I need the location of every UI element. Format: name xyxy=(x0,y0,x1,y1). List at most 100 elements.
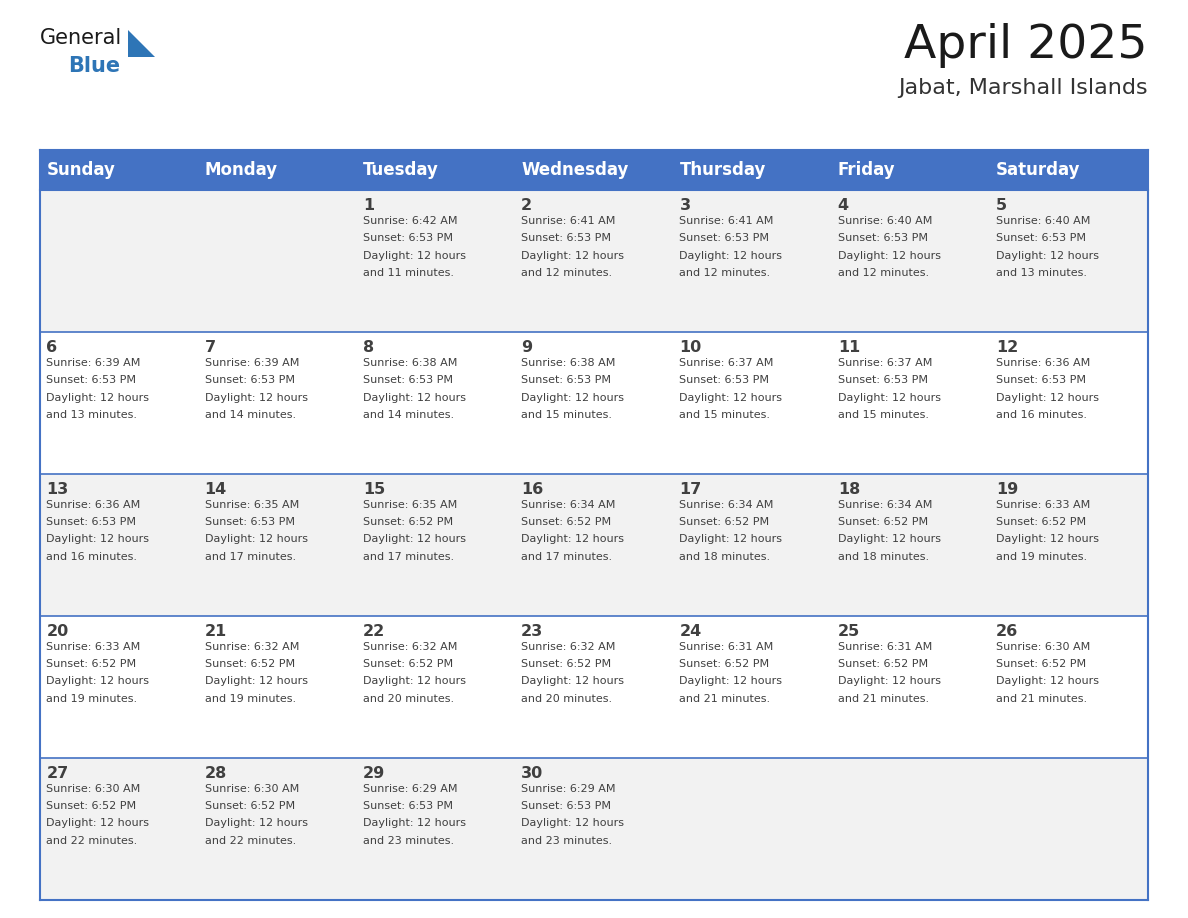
Text: and 14 minutes.: and 14 minutes. xyxy=(204,410,296,420)
FancyBboxPatch shape xyxy=(40,150,1148,190)
Text: Sunset: 6:53 PM: Sunset: 6:53 PM xyxy=(522,801,611,811)
Text: 28: 28 xyxy=(204,766,227,781)
FancyBboxPatch shape xyxy=(40,190,1148,332)
Text: Sunset: 6:52 PM: Sunset: 6:52 PM xyxy=(838,517,928,527)
Text: 12: 12 xyxy=(996,340,1018,355)
Text: and 22 minutes.: and 22 minutes. xyxy=(204,836,296,846)
Text: and 23 minutes.: and 23 minutes. xyxy=(522,836,612,846)
Text: and 12 minutes.: and 12 minutes. xyxy=(838,268,929,278)
Text: Daylight: 12 hours: Daylight: 12 hours xyxy=(362,819,466,829)
Text: Daylight: 12 hours: Daylight: 12 hours xyxy=(838,251,941,261)
Text: Sunrise: 6:38 AM: Sunrise: 6:38 AM xyxy=(522,357,615,367)
Text: 25: 25 xyxy=(838,624,860,639)
Text: 22: 22 xyxy=(362,624,385,639)
Text: Blue: Blue xyxy=(68,56,120,76)
Text: Sunrise: 6:34 AM: Sunrise: 6:34 AM xyxy=(838,499,933,509)
Text: Sunrise: 6:31 AM: Sunrise: 6:31 AM xyxy=(680,642,773,652)
Text: Sunset: 6:52 PM: Sunset: 6:52 PM xyxy=(362,517,453,527)
FancyBboxPatch shape xyxy=(40,758,1148,900)
Text: Daylight: 12 hours: Daylight: 12 hours xyxy=(46,534,150,544)
Text: Sunday: Sunday xyxy=(46,161,115,179)
Text: Daylight: 12 hours: Daylight: 12 hours xyxy=(522,251,624,261)
Text: and 15 minutes.: and 15 minutes. xyxy=(522,410,612,420)
Text: 3: 3 xyxy=(680,198,690,213)
Text: and 12 minutes.: and 12 minutes. xyxy=(522,268,612,278)
Text: Daylight: 12 hours: Daylight: 12 hours xyxy=(46,819,150,829)
Text: Daylight: 12 hours: Daylight: 12 hours xyxy=(522,393,624,402)
Text: Sunset: 6:53 PM: Sunset: 6:53 PM xyxy=(680,375,770,385)
Text: 23: 23 xyxy=(522,624,543,639)
Text: Sunrise: 6:30 AM: Sunrise: 6:30 AM xyxy=(46,783,140,793)
Text: Jabat, Marshall Islands: Jabat, Marshall Islands xyxy=(898,78,1148,98)
Text: 5: 5 xyxy=(996,198,1007,213)
Text: Daylight: 12 hours: Daylight: 12 hours xyxy=(996,393,1099,402)
Text: Sunrise: 6:36 AM: Sunrise: 6:36 AM xyxy=(46,499,140,509)
FancyBboxPatch shape xyxy=(40,616,1148,758)
Text: and 13 minutes.: and 13 minutes. xyxy=(996,268,1087,278)
Text: Sunset: 6:52 PM: Sunset: 6:52 PM xyxy=(204,659,295,669)
Text: Sunset: 6:53 PM: Sunset: 6:53 PM xyxy=(680,233,770,243)
Text: 9: 9 xyxy=(522,340,532,355)
Text: 30: 30 xyxy=(522,766,543,781)
Text: Daylight: 12 hours: Daylight: 12 hours xyxy=(46,677,150,687)
Text: 18: 18 xyxy=(838,482,860,497)
Text: Daylight: 12 hours: Daylight: 12 hours xyxy=(996,677,1099,687)
Text: 11: 11 xyxy=(838,340,860,355)
Text: Sunset: 6:52 PM: Sunset: 6:52 PM xyxy=(996,659,1086,669)
Text: Sunrise: 6:34 AM: Sunrise: 6:34 AM xyxy=(522,499,615,509)
Text: Friday: Friday xyxy=(838,161,896,179)
Text: Sunrise: 6:33 AM: Sunrise: 6:33 AM xyxy=(996,499,1091,509)
Text: 10: 10 xyxy=(680,340,702,355)
Text: Sunrise: 6:41 AM: Sunrise: 6:41 AM xyxy=(522,216,615,226)
Text: Sunrise: 6:38 AM: Sunrise: 6:38 AM xyxy=(362,357,457,367)
Text: 15: 15 xyxy=(362,482,385,497)
Text: 4: 4 xyxy=(838,198,849,213)
Text: Sunset: 6:53 PM: Sunset: 6:53 PM xyxy=(838,233,928,243)
Text: and 17 minutes.: and 17 minutes. xyxy=(204,552,296,562)
Text: and 14 minutes.: and 14 minutes. xyxy=(362,410,454,420)
Text: Daylight: 12 hours: Daylight: 12 hours xyxy=(46,393,150,402)
Text: Sunset: 6:53 PM: Sunset: 6:53 PM xyxy=(362,375,453,385)
Text: and 19 minutes.: and 19 minutes. xyxy=(46,694,138,704)
Text: Sunrise: 6:32 AM: Sunrise: 6:32 AM xyxy=(362,642,457,652)
Text: 26: 26 xyxy=(996,624,1018,639)
Text: Sunrise: 6:35 AM: Sunrise: 6:35 AM xyxy=(204,499,299,509)
Text: and 13 minutes.: and 13 minutes. xyxy=(46,410,138,420)
Text: Daylight: 12 hours: Daylight: 12 hours xyxy=(522,819,624,829)
Text: and 21 minutes.: and 21 minutes. xyxy=(680,694,771,704)
Text: Sunset: 6:52 PM: Sunset: 6:52 PM xyxy=(996,517,1086,527)
Text: Daylight: 12 hours: Daylight: 12 hours xyxy=(996,251,1099,261)
Text: Thursday: Thursday xyxy=(680,161,766,179)
Text: Daylight: 12 hours: Daylight: 12 hours xyxy=(204,393,308,402)
Text: 29: 29 xyxy=(362,766,385,781)
Text: Daylight: 12 hours: Daylight: 12 hours xyxy=(680,534,783,544)
Text: Sunset: 6:52 PM: Sunset: 6:52 PM xyxy=(46,659,137,669)
Text: Sunset: 6:52 PM: Sunset: 6:52 PM xyxy=(204,801,295,811)
Text: Daylight: 12 hours: Daylight: 12 hours xyxy=(204,534,308,544)
Text: Sunrise: 6:35 AM: Sunrise: 6:35 AM xyxy=(362,499,457,509)
Text: Sunset: 6:53 PM: Sunset: 6:53 PM xyxy=(362,801,453,811)
Text: Daylight: 12 hours: Daylight: 12 hours xyxy=(362,534,466,544)
Text: Daylight: 12 hours: Daylight: 12 hours xyxy=(522,534,624,544)
Text: Sunrise: 6:42 AM: Sunrise: 6:42 AM xyxy=(362,216,457,226)
Text: 16: 16 xyxy=(522,482,543,497)
Text: Sunset: 6:52 PM: Sunset: 6:52 PM xyxy=(680,517,770,527)
Text: Sunrise: 6:37 AM: Sunrise: 6:37 AM xyxy=(838,357,933,367)
Text: and 22 minutes.: and 22 minutes. xyxy=(46,836,138,846)
Text: 8: 8 xyxy=(362,340,374,355)
Text: and 12 minutes.: and 12 minutes. xyxy=(680,268,771,278)
Text: General: General xyxy=(40,28,122,48)
Text: 6: 6 xyxy=(46,340,57,355)
Text: and 19 minutes.: and 19 minutes. xyxy=(996,552,1087,562)
Text: Sunset: 6:52 PM: Sunset: 6:52 PM xyxy=(46,801,137,811)
Text: Daylight: 12 hours: Daylight: 12 hours xyxy=(838,534,941,544)
Text: Sunrise: 6:30 AM: Sunrise: 6:30 AM xyxy=(996,642,1091,652)
Text: Sunset: 6:53 PM: Sunset: 6:53 PM xyxy=(46,517,137,527)
Text: and 19 minutes.: and 19 minutes. xyxy=(204,694,296,704)
Text: and 17 minutes.: and 17 minutes. xyxy=(362,552,454,562)
Text: Sunrise: 6:32 AM: Sunrise: 6:32 AM xyxy=(204,642,299,652)
Text: Sunrise: 6:31 AM: Sunrise: 6:31 AM xyxy=(838,642,933,652)
Text: and 17 minutes.: and 17 minutes. xyxy=(522,552,612,562)
Text: Sunset: 6:53 PM: Sunset: 6:53 PM xyxy=(204,375,295,385)
Text: Daylight: 12 hours: Daylight: 12 hours xyxy=(204,677,308,687)
